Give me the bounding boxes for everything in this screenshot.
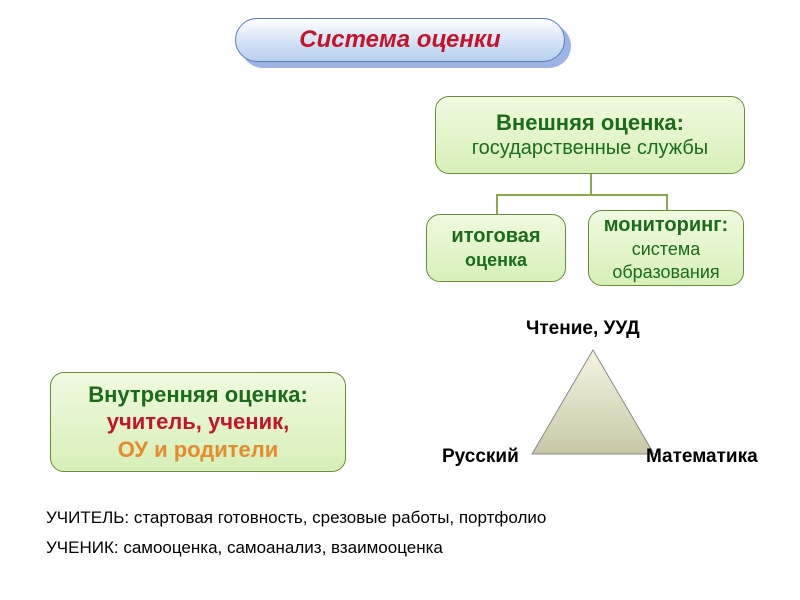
monitoring-title: мониторинг: — [604, 213, 728, 238]
external-sub: государственные службы — [472, 136, 708, 161]
triangle-label-left: Русский — [442, 446, 519, 468]
monitoring-sub2: образования — [612, 261, 719, 284]
box-monitoring: мониторинг: система образования — [588, 210, 744, 286]
internal-line1-colon: : — [300, 382, 307, 407]
title-banner: Система оценки — [235, 18, 565, 62]
monitoring-sub1: система — [632, 238, 701, 261]
footer-line-2: УЧЕНИК: самооценка, самоанализ, взаимооц… — [46, 538, 443, 558]
title-pill: Система оценки — [235, 18, 565, 62]
triangle-label-right: Математика — [646, 446, 758, 468]
external-title-row: Внешняя оценка: — [496, 109, 684, 137]
external-title: Внешняя оценка — [496, 110, 677, 135]
connector-horiz — [496, 194, 666, 196]
itog-title: итоговая — [451, 224, 540, 249]
internal-line1a: Внутренняя оценка — [88, 382, 300, 407]
internal-line1: Внутренняя оценка: — [88, 381, 308, 409]
triangle-poly — [532, 350, 654, 454]
internal-line2: учитель, ученик, — [107, 408, 289, 436]
connector-vert — [590, 174, 592, 194]
connector-right-drop — [666, 194, 668, 210]
box-external-assessment: Внешняя оценка: государственные службы — [435, 96, 745, 174]
footer-line-1: УЧИТЕЛЬ: стартовая готовность, срезовые … — [46, 508, 546, 528]
internal-line3: ОУ и родители — [118, 436, 279, 464]
connector-left-drop — [496, 194, 498, 214]
triangle-shape — [528, 348, 658, 458]
box-itog: итоговая оценка — [426, 214, 566, 282]
box-internal-assessment: Внутренняя оценка: учитель, ученик, ОУ и… — [50, 372, 346, 472]
itog-sub: оценка — [465, 249, 527, 272]
external-colon: : — [677, 110, 684, 135]
title-text: Система оценки — [299, 26, 500, 54]
triangle-label-top: Чтение, УУД — [526, 318, 640, 340]
